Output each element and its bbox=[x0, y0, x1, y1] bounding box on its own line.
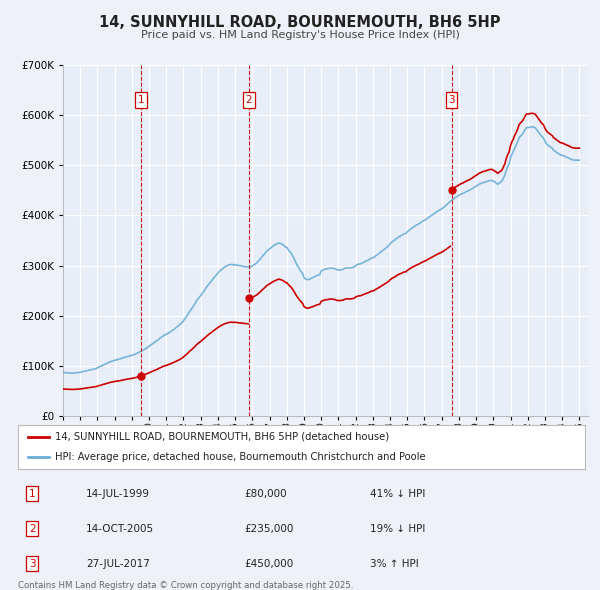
Text: 14, SUNNYHILL ROAD, BOURNEMOUTH, BH6 5HP (detached house): 14, SUNNYHILL ROAD, BOURNEMOUTH, BH6 5HP… bbox=[55, 432, 389, 442]
Text: Price paid vs. HM Land Registry's House Price Index (HPI): Price paid vs. HM Land Registry's House … bbox=[140, 30, 460, 40]
Text: Contains HM Land Registry data © Crown copyright and database right 2025.
This d: Contains HM Land Registry data © Crown c… bbox=[18, 581, 353, 590]
Text: £450,000: £450,000 bbox=[245, 559, 294, 569]
Text: 1: 1 bbox=[138, 95, 145, 105]
Text: 3: 3 bbox=[29, 559, 35, 569]
Text: 41% ↓ HPI: 41% ↓ HPI bbox=[370, 489, 425, 499]
Text: 1: 1 bbox=[29, 489, 35, 499]
Text: 2: 2 bbox=[29, 524, 35, 533]
Text: 3: 3 bbox=[448, 95, 455, 105]
Text: 27-JUL-2017: 27-JUL-2017 bbox=[86, 559, 150, 569]
Text: 2: 2 bbox=[245, 95, 252, 105]
Text: 14-OCT-2005: 14-OCT-2005 bbox=[86, 524, 154, 533]
Text: HPI: Average price, detached house, Bournemouth Christchurch and Poole: HPI: Average price, detached house, Bour… bbox=[55, 452, 425, 462]
Text: 14, SUNNYHILL ROAD, BOURNEMOUTH, BH6 5HP: 14, SUNNYHILL ROAD, BOURNEMOUTH, BH6 5HP bbox=[99, 15, 501, 30]
Text: £235,000: £235,000 bbox=[245, 524, 294, 533]
Text: £80,000: £80,000 bbox=[245, 489, 287, 499]
Text: 19% ↓ HPI: 19% ↓ HPI bbox=[370, 524, 425, 533]
Text: 3% ↑ HPI: 3% ↑ HPI bbox=[370, 559, 418, 569]
Text: 14-JUL-1999: 14-JUL-1999 bbox=[86, 489, 150, 499]
